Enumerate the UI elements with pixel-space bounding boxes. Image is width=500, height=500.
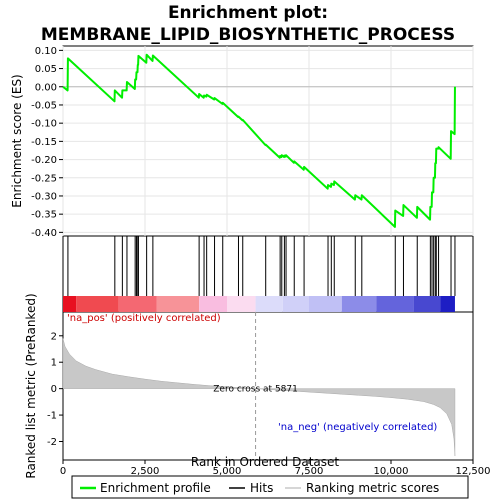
neg-region-label: 'na_neg' (negatively correlated) [278,422,437,433]
es-y-tick-label: -0.15 [31,137,57,148]
legend-box [71,475,469,499]
es-y-tick-label: 0.00 [35,82,57,93]
color-band-segment [282,296,309,312]
color-band-segment [63,296,77,312]
es-y-tick-label: -0.40 [31,228,57,239]
x-tick-label: 7,500 [295,466,324,477]
color-band-segment [255,296,283,312]
metric-y-axis: 2 1 0 -1 -2 [47,331,63,448]
color-band-segment [76,296,119,312]
es-y-label: Enrichment score (ES) [10,74,24,207]
hit-lines [67,236,456,296]
color-band-segment [309,296,342,312]
chart-title-line2: MEMBRANE_LIPID_BIOSYNTHETIC_PROCESS [41,25,455,45]
es-y-tick-label: -0.30 [31,191,57,202]
metric-y-tick-label: 1 [51,358,57,369]
legend-enrichment-label: Enrichment profile [100,481,211,495]
chart-title-line1: Enrichment plot: [168,3,328,23]
color-band-segment [118,296,157,312]
color-band-segment [156,296,200,312]
color-band-segment [341,296,377,312]
ranking-metric-area [62,338,456,457]
x-axis-label: Rank in Ordered Dataset [191,455,339,469]
es-y-tick-label: -0.25 [31,173,57,184]
es-y-tick-label: -0.10 [31,119,57,130]
color-band-segment [227,296,256,312]
metric-y-tick-label: -1 [47,411,57,422]
x-tick-label: 0 [60,466,66,477]
x-axis: 0 2,500 5,000 7,500 10,000 12,500 [60,460,491,477]
color-band-segment [440,296,455,312]
enrichment-profile-group [62,53,456,228]
es-y-tick-label: -0.05 [31,100,57,111]
ranking-metric-fill [62,338,456,457]
metric-y-tick-label: -2 [47,437,57,448]
pos-region-label: 'na_pos' (positively correlated) [67,313,221,324]
es-y-axis: 0.10 0.05 0.00 -0.05 -0.10 -0.15 -0.20 -0.25 -0.… [31,46,63,239]
enrichment-profile-line [62,53,456,228]
color-band-segment [376,296,414,312]
x-tick-label: 12,500 [456,466,491,477]
color-band-segment [199,296,227,312]
es-y-tick-label: -0.35 [31,210,57,221]
es-y-tick-label: -0.20 [31,155,57,166]
metric-y-tick-label: 0 [51,384,57,395]
es-y-tick-label: 0.05 [35,64,57,75]
x-tick-label: 5,000 [213,466,242,477]
x-tick-label: 10,000 [374,466,409,477]
color-band-segment [413,296,441,312]
metric-y-tick-label: 2 [51,331,57,342]
metric-y-label: Ranked list metric (PreRanked) [24,293,38,478]
legend-ranking-label: Ranking metric scores [306,481,439,495]
es-y-tick-label: 0.10 [35,46,57,57]
rank-color-band [63,296,455,312]
legend-hits-label: Hits [250,481,273,495]
x-tick-label: 2,500 [131,466,160,477]
zero-cross-label: Zero cross at 5871 [213,385,298,395]
